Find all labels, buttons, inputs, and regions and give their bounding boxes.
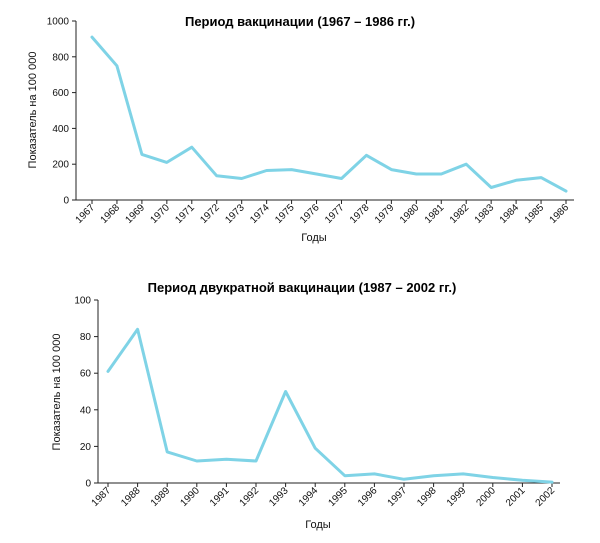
y-tick-label: 0: [63, 196, 69, 207]
chart-vaccination-1967-1986: Период вакцинации (1967 – 1986 гг.) Пока…: [27, 14, 574, 244]
y-tick-label: 0: [85, 479, 91, 490]
y-axis-label: Показатель на 100 000: [51, 334, 63, 451]
x-tick-label: 1982: [448, 202, 472, 226]
x-tick-label: 1984: [498, 202, 522, 226]
x-tick-label: 1993: [267, 485, 291, 509]
x-tick-label: 2002: [534, 485, 558, 509]
x-tick-label: 1998: [415, 485, 439, 509]
x-axis-label: Годы: [305, 519, 331, 531]
y-tick-label: 60: [80, 369, 92, 380]
x-tick-label: 1977: [323, 202, 347, 226]
series-line: [90, 35, 568, 193]
x-tick-label: 1994: [297, 485, 321, 509]
x-tick-label: 1986: [548, 202, 572, 226]
x-tick-label: 1968: [99, 202, 123, 226]
series-line: [106, 327, 554, 484]
x-tick-label: 1973: [223, 202, 247, 226]
x-tick-label: 1979: [373, 202, 397, 226]
x-tick-label: 2001: [504, 485, 528, 509]
x-tick-label: 1970: [148, 202, 172, 226]
y-tick-label: 40: [80, 405, 92, 416]
x-tick-label: 1978: [348, 202, 372, 226]
x-tick-label: 1997: [386, 485, 410, 509]
x-tick-label: 1992: [238, 485, 262, 509]
y-axis-label: Показатель на 100 000: [27, 52, 39, 169]
x-tick-label: 1967: [74, 202, 98, 226]
y-tick-label: 800: [52, 52, 69, 63]
x-tick-label: 1976: [298, 202, 322, 226]
x-tick-label: 1983: [473, 202, 497, 226]
y-tick-label: 100: [74, 296, 91, 307]
x-tick-label: 1989: [149, 485, 173, 509]
x-tick-label: 1971: [173, 202, 197, 226]
x-axis-label: Годы: [301, 232, 327, 244]
chart-title: Период двукратной вакцинации (1987 – 200…: [148, 280, 457, 295]
x-tick-label: 1996: [356, 485, 380, 509]
x-tick-label: 1969: [124, 202, 148, 226]
x-tick-label: 1999: [445, 485, 469, 509]
y-tick-label: 1000: [47, 17, 70, 28]
x-tick-label: 1990: [178, 485, 202, 509]
y-tick-label: 80: [80, 332, 92, 343]
x-tick-label: 1980: [398, 202, 422, 226]
y-tick-label: 400: [52, 124, 69, 135]
x-tick-label: 1975: [273, 202, 297, 226]
x-tick-label: 2000: [474, 485, 498, 509]
chart-title: Период вакцинации (1967 – 1986 гг.): [185, 14, 415, 29]
chart-double-vaccination-1987-2002: Период двукратной вакцинации (1987 – 200…: [51, 280, 560, 531]
y-tick-label: 600: [52, 88, 69, 99]
x-tick-label: 1987: [90, 485, 114, 509]
x-tick-label: 1995: [326, 485, 350, 509]
x-tick-label: 1972: [198, 202, 222, 226]
y-tick-label: 20: [80, 442, 92, 453]
x-tick-label: 1981: [423, 202, 447, 226]
x-tick-label: 1991: [208, 485, 232, 509]
x-tick-label: 1988: [119, 485, 143, 509]
x-tick-label: 1985: [523, 202, 547, 226]
x-tick-label: 1974: [248, 202, 272, 226]
y-tick-label: 200: [52, 160, 69, 171]
